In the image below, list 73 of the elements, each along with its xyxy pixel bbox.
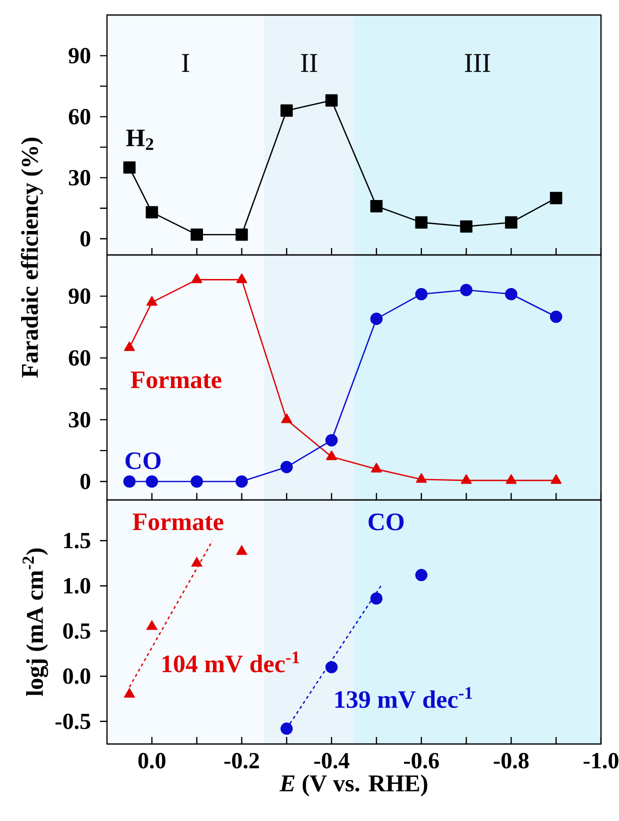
point [550,310,562,323]
point [280,104,293,117]
point [236,545,248,555]
point [505,216,518,229]
point [191,557,202,567]
series-label: CO [368,514,404,530]
point [280,460,293,474]
band-label: III [464,54,490,72]
y-tick-label: 0.5 [63,623,90,639]
point [371,462,382,473]
annotation: 104 mV dec$^{-1}$ [162,652,300,672]
point [460,474,472,484]
point [505,288,518,300]
x-tick-label: -0.8 [494,752,529,769]
band-label: I [182,54,190,72]
point [190,228,203,241]
point [415,288,428,300]
point [236,274,248,284]
x-axis-title: E (V vs. RHE) [279,774,428,796]
x-tick-label: -0.4 [314,752,350,769]
annotation: 139 mV dec$^{-1}$ [335,687,472,708]
point [281,414,292,424]
point [416,473,427,483]
x-tick-label: 0.0 [138,752,166,769]
point [236,228,248,241]
y-tick-label: 90 [68,48,90,64]
point [325,661,338,674]
y-tick-label: 1.5 [64,532,90,548]
y-tick-label: 60 [68,350,90,366]
point [460,284,472,296]
x-tick-label: -0.2 [224,752,259,769]
point [506,474,517,484]
y-tick-label: -0.5 [56,714,90,730]
series-label: Formate [130,372,222,388]
legend-label: H$_{2}$ [126,130,154,150]
y-tick-label: 0.0 [63,668,90,684]
y-tick-label: 1.0 [64,578,90,594]
series-label: CO [126,452,161,470]
point [190,475,203,488]
y-tick-label: 0 [80,230,90,246]
y-tick-label: 30 [68,170,90,186]
point [146,620,158,630]
y-tick-label: 90 [68,288,90,304]
y-tick-label: 0 [80,474,90,490]
point [123,161,136,174]
point [124,341,135,352]
point [124,688,135,698]
point [326,450,337,460]
y-tick-label: 30 [68,412,90,428]
point [146,206,158,218]
x-tick-label: -0.6 [404,752,439,769]
point [146,475,158,488]
point [415,568,428,582]
point [280,722,293,735]
point [370,200,383,212]
point [370,312,383,325]
y-axis-title: logj (mA cm$^{-2}$) [22,548,48,696]
point [325,434,338,446]
point [550,192,562,204]
point [191,274,202,284]
y-axis-title: Faradaic efficiency (%) [20,138,43,378]
band-label: II [301,54,318,72]
point [460,220,472,233]
y-tick-label: 60 [68,108,90,124]
point [415,216,428,229]
point [236,475,248,488]
x-tick-label: -1.0 [584,752,618,769]
point [146,296,158,306]
point [550,474,562,484]
point [123,475,136,488]
point [325,94,338,107]
point [370,592,383,605]
series-label: Formate [132,514,224,530]
